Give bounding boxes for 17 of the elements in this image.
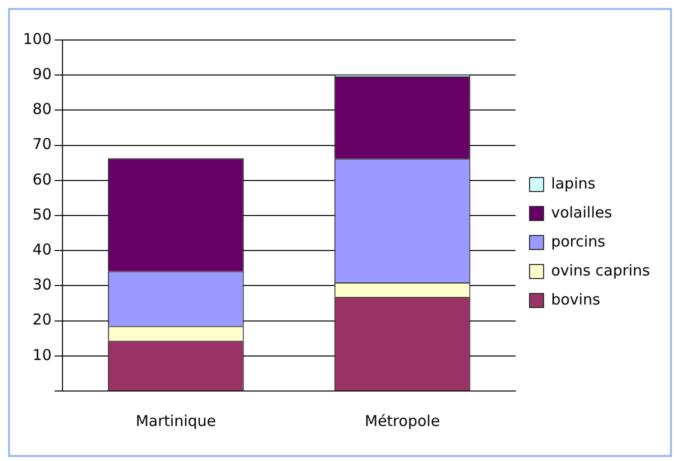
legend-label: bovins	[551, 290, 600, 308]
y-tick-label: 20	[32, 310, 52, 329]
y-tick-label: 50	[32, 205, 52, 224]
y-tick-label: 100	[22, 30, 52, 48]
y-tick-label: 10	[32, 346, 52, 364]
x-tick-label: Martinique	[136, 412, 216, 430]
x-tick-label: Métropole	[364, 412, 440, 430]
y-tick-label: 30	[32, 276, 52, 294]
legend-label: volailles	[551, 203, 612, 222]
y-tick-label: 70	[32, 135, 52, 154]
y-tick-label: 40	[32, 240, 52, 258]
legend-label: lapins	[551, 174, 596, 192]
y-tick-label: 60	[32, 170, 52, 188]
legend-label: porcins	[551, 232, 606, 250]
y-tick-label: 90	[32, 64, 52, 83]
legend-label: ovins caprins	[551, 261, 650, 280]
y-tick-label: 80	[32, 100, 52, 118]
